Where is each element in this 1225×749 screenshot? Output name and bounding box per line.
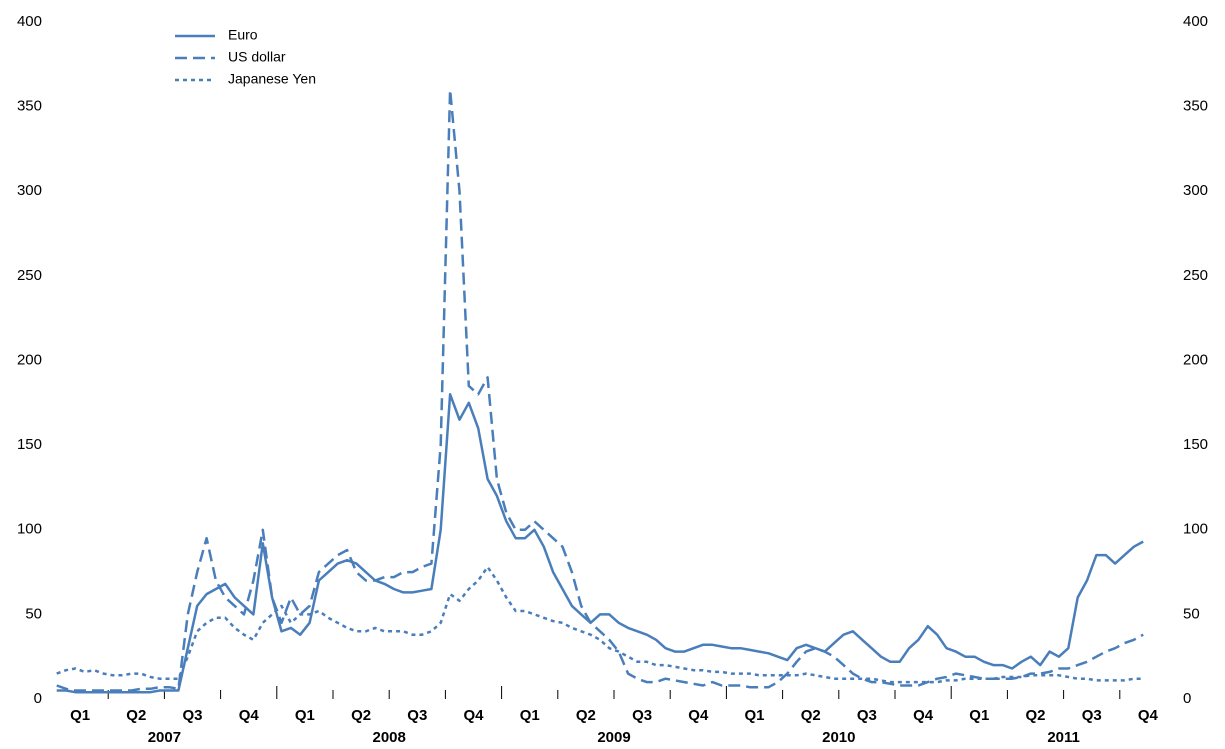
x-tick-label: Q2 [126,707,146,724]
x-tick-label: Q4 [239,707,260,724]
x-tick-label: Q4 [913,707,934,724]
year-label: 2007 [148,729,181,746]
y-tick-label: 350 [17,98,42,115]
y2-tick-label: 400 [1183,13,1208,30]
x-tick-label: Q2 [801,707,821,724]
x-tick-label: Q3 [1082,707,1102,724]
y-tick-label: 400 [17,13,42,30]
year-label: 2009 [597,729,630,746]
x-tick-label: Q1 [70,707,90,724]
year-label: 2011 [1047,729,1080,746]
legend-label: Euro [228,27,258,43]
y2-tick-label: 50 [1183,605,1200,622]
y2-tick-label: 200 [1183,351,1208,368]
x-tick-label: Q1 [295,707,315,724]
y-tick-label: 50 [25,605,42,622]
y-tick-label: 150 [17,436,42,453]
x-tick-label: Q2 [351,707,371,724]
series-line [56,393,1144,694]
y-tick-label: 250 [17,267,42,284]
x-tick-label: Q2 [576,707,596,724]
legend-label: Japanese Yen [228,71,316,87]
series-line [56,88,1144,692]
x-tick-label: Q1 [744,707,764,724]
x-tick-label: Q3 [857,707,877,724]
y-tick-label: 200 [17,351,42,368]
year-label: 2008 [373,729,406,746]
year-label: 2010 [822,729,855,746]
y2-tick-label: 250 [1183,267,1208,284]
y2-tick-label: 350 [1183,98,1208,115]
x-tick-label: Q3 [182,707,202,724]
y-tick-label: 100 [17,521,42,538]
x-tick-label: Q4 [463,707,484,724]
legend-label: US dollar [228,49,286,65]
y-tick-label: 0 [34,690,42,707]
x-tick-label: Q3 [407,707,427,724]
y2-tick-label: 150 [1183,436,1208,453]
x-tick-label: Q4 [688,707,709,724]
x-tick-label: Q1 [520,707,540,724]
y2-tick-label: 300 [1183,182,1208,199]
x-tick-label: Q4 [1138,707,1159,724]
series-line [56,565,1144,684]
x-tick-label: Q1 [969,707,989,724]
x-tick-label: Q2 [1025,707,1045,724]
y2-tick-label: 100 [1183,521,1208,538]
x-tick-label: Q3 [632,707,652,724]
y-tick-label: 300 [17,182,42,199]
y2-tick-label: 0 [1183,690,1191,707]
